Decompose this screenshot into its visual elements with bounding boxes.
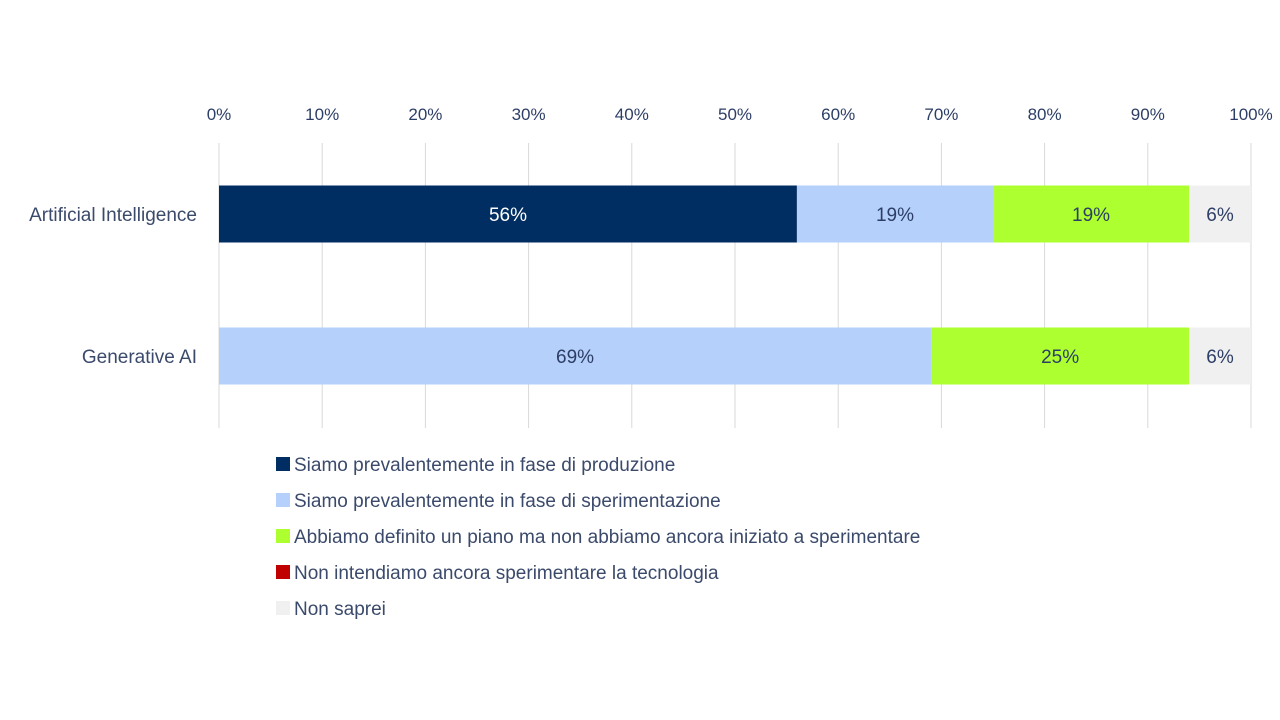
category-label: Artificial Intelligence [29,205,197,226]
bar-segment [1189,327,1251,385]
bar-segment [796,185,993,243]
x-tick-label: 20% [408,105,442,124]
x-tick-label: 70% [924,105,958,124]
bar-segment [219,185,797,243]
bar-data-label: 6% [1206,347,1234,368]
bar-segment [1189,185,1251,243]
legend-swatch [276,601,290,615]
legend-swatch [276,565,290,579]
x-tick-label: 100% [1229,105,1272,124]
bar-segment [219,327,932,385]
bar-data-label: 25% [1041,347,1079,368]
category-labels: Artificial Intelligence Generative AI [29,205,197,368]
bar-segment [993,185,1190,243]
legend-label: Non saprei [294,599,386,620]
bar-data-label: 56% [489,205,527,226]
bar-data-label: 19% [876,205,914,226]
x-axis-tick-labels: 0% 10% 20% 30% 40% 50% 60% 70% 80% 90% 100% [207,105,1273,124]
legend-label: Siamo prevalentemente in fase di produzi… [294,455,675,476]
legend-swatch [276,529,290,543]
legend-label: Abbiamo definito un piano ma non abbiamo… [294,527,920,548]
bar-data-label: 6% [1206,205,1234,226]
x-tick-label: 50% [718,105,752,124]
bar-segment [931,327,1190,385]
bar-data-label: 19% [1072,205,1110,226]
bar-data-label: 69% [556,347,594,368]
x-tick-label: 30% [512,105,546,124]
x-tick-label: 60% [821,105,855,124]
x-tick-label: 80% [1028,105,1062,124]
bar-segments: 56% 19% 19% 6% 69% 25% 6% [219,185,1251,385]
legend: Siamo prevalentemente in fase di produzi… [276,455,920,620]
legend-swatch [276,493,290,507]
x-tick-label: 0% [207,105,232,124]
legend-label: Siamo prevalentemente in fase di sperime… [294,491,721,512]
legend-label: Non intendiamo ancora sperimentare la te… [294,563,719,584]
x-tick-label: 10% [305,105,339,124]
legend-swatch [276,457,290,471]
x-tick-label: 40% [615,105,649,124]
category-label: Generative AI [82,347,197,368]
x-tick-label: 90% [1131,105,1165,124]
